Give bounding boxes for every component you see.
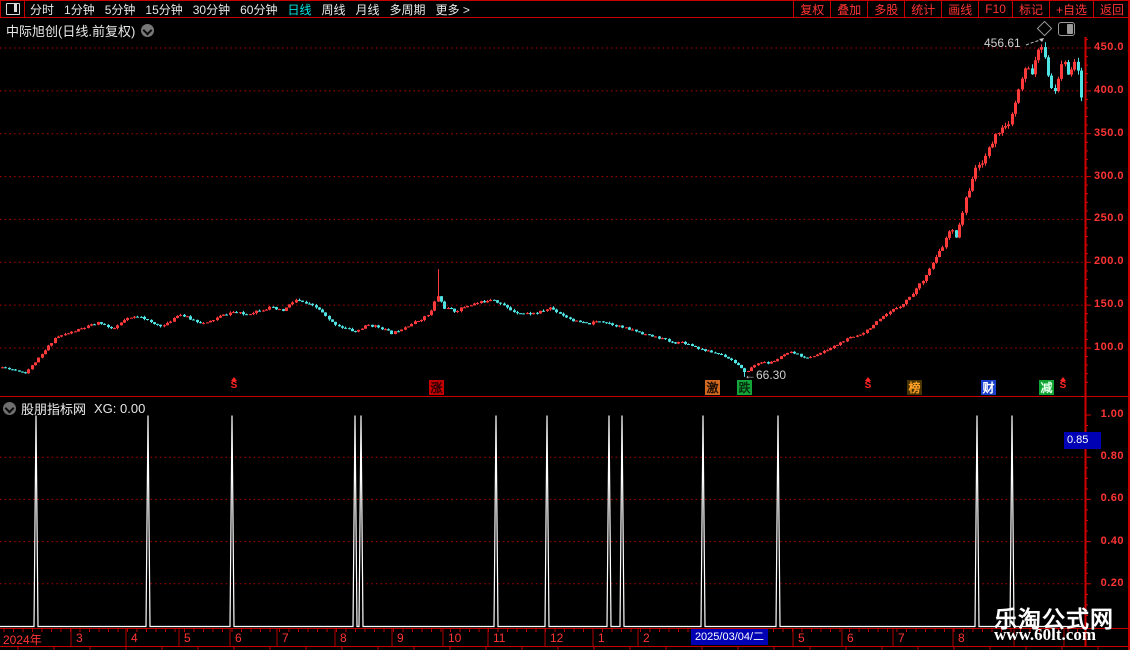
indicator-header: 股朋指标网 XG: 0.00 bbox=[3, 399, 145, 418]
timeline-month-label: 6 bbox=[235, 631, 242, 645]
watermark-site-name: 乐淘公式网 bbox=[994, 606, 1114, 632]
event-badge: 激 bbox=[705, 380, 720, 395]
split-view-icon bbox=[5, 3, 20, 15]
price-axis-label: 400.0 bbox=[1093, 83, 1124, 96]
period-button[interactable]: 周线 bbox=[321, 2, 346, 17]
price-axis-label: 450.0 bbox=[1093, 41, 1124, 53]
indicator-axis-label: 0.60 bbox=[1100, 492, 1124, 505]
period-button[interactable]: 15分钟 bbox=[145, 2, 183, 17]
timeline-month-label: 10 bbox=[448, 631, 462, 645]
price-axis-label: 200.0 bbox=[1093, 255, 1124, 268]
indicator-axis-label: 1.00 bbox=[1100, 408, 1124, 420]
chart-title-row: 中际旭创(日线.前复权) bbox=[6, 21, 155, 40]
period-button[interactable]: 60分钟 bbox=[240, 2, 278, 17]
sell-signal-marker: S bbox=[1057, 377, 1069, 391]
action-button[interactable]: F10 bbox=[978, 1, 1012, 17]
watermark-site-url: www.60lt.com bbox=[994, 625, 1096, 644]
timeline-month-label: 11 bbox=[493, 631, 506, 645]
price-axis-label: 350.0 bbox=[1093, 126, 1124, 139]
top-toolbar: 分时 1分钟 5分钟 15分钟 30分钟 60分钟 日线 周线 月线 多周期 更多 > 复权 叠加 多股… bbox=[0, 0, 1130, 18]
period-button[interactable]: 日线 bbox=[287, 2, 312, 17]
timeline-month-label: 7 bbox=[282, 631, 289, 645]
chevron-down-icon[interactable] bbox=[141, 24, 155, 37]
action-button[interactable]: 叠加 bbox=[830, 1, 867, 17]
timeline-month-label: 9 bbox=[397, 631, 404, 645]
indicator-value: XG: 0.00 bbox=[94, 401, 146, 416]
period-button[interactable]: 月线 bbox=[355, 2, 380, 17]
period-button[interactable]: 5分钟 bbox=[104, 2, 136, 17]
timeline-month-label: 7 bbox=[898, 631, 905, 645]
period-button[interactable]: 分时 bbox=[30, 2, 55, 17]
price-axis-label: 150.0 bbox=[1093, 298, 1124, 311]
triangle-up-icon bbox=[1060, 377, 1066, 381]
pane-split-icon[interactable] bbox=[1058, 22, 1075, 36]
event-badge: 减 bbox=[1039, 380, 1054, 395]
indicator-name: 股朋指标网 bbox=[21, 402, 87, 417]
timeline-month-label: 5 bbox=[798, 631, 805, 645]
triangle-up-icon bbox=[865, 377, 871, 381]
period-button[interactable]: 30分钟 bbox=[192, 2, 231, 17]
action-button[interactable]: 标记 bbox=[1011, 1, 1049, 17]
crosshair-date-box: 2025/03/04/二 bbox=[691, 629, 768, 645]
indicator-chart-region[interactable] bbox=[0, 397, 1085, 628]
signal-letter: S bbox=[1059, 380, 1067, 391]
sell-signal-marker: S bbox=[228, 377, 240, 391]
timeline-month-label: 4 bbox=[131, 631, 138, 645]
timeline-month-label: 6 bbox=[847, 631, 854, 645]
crosshair-value-box: 0.85 bbox=[1064, 432, 1101, 449]
action-button[interactable]: 画线 bbox=[941, 1, 978, 17]
timeline-month-label: 3 bbox=[76, 631, 83, 645]
action-button[interactable]: 多股 bbox=[867, 1, 904, 17]
indicator-axis-label: 0.80 bbox=[1100, 450, 1124, 463]
timeline-month-label: 5 bbox=[184, 631, 191, 645]
trough-price-annotation: ←66.30 bbox=[744, 368, 787, 382]
indicator-axis-label: 0.20 bbox=[1100, 576, 1124, 589]
signal-letter: S bbox=[230, 380, 238, 391]
event-badge: 跌 bbox=[737, 380, 752, 395]
timeline-month-label: 8 bbox=[958, 631, 965, 645]
period-button[interactable]: 更多 > bbox=[435, 2, 470, 17]
timeline-month-label: 12 bbox=[550, 631, 564, 645]
event-badge: 涨 bbox=[429, 380, 444, 395]
action-button[interactable]: 复权 bbox=[793, 1, 830, 17]
action-button[interactable]: 统计 bbox=[904, 1, 941, 17]
timeline-month-label: 8 bbox=[340, 631, 347, 645]
price-axis-label: 300.0 bbox=[1093, 169, 1124, 182]
event-badge: 榜 bbox=[907, 380, 922, 395]
action-menu: 复权 叠加 多股 统计 画线 F10 标记 +自选 返回 bbox=[793, 1, 1130, 17]
price-axis-label: 250.0 bbox=[1093, 212, 1124, 225]
layout-toggle-button[interactable] bbox=[1, 1, 25, 17]
period-menu: 分时 1分钟 5分钟 15分钟 30分钟 60分钟 日线 周线 月线 多周期 更多 > bbox=[25, 1, 475, 17]
indicator-collapse-icon[interactable] bbox=[3, 402, 16, 415]
action-button[interactable]: +自选 bbox=[1048, 1, 1093, 17]
instrument-title: 中际旭创(日线.前复权) bbox=[6, 24, 136, 39]
right-frame-border bbox=[1128, 0, 1130, 650]
timeline-month-label: 1 bbox=[598, 631, 605, 645]
triangle-up-icon bbox=[231, 377, 237, 381]
action-button[interactable]: 返回 bbox=[1092, 1, 1130, 17]
timeline-month-label: 2024年 bbox=[3, 633, 42, 647]
timeline-month-label: 2 bbox=[643, 631, 650, 645]
period-button[interactable]: 1分钟 bbox=[64, 2, 95, 17]
main-chart-region[interactable] bbox=[0, 37, 1085, 396]
sell-signal-marker: S bbox=[862, 377, 874, 391]
indicator-axis-label: 0.40 bbox=[1100, 534, 1124, 547]
signal-letter: S bbox=[864, 380, 872, 391]
period-button[interactable]: 多周期 bbox=[389, 2, 426, 17]
price-axis-label: 100.0 bbox=[1093, 341, 1124, 353]
event-badge: 财 bbox=[981, 380, 996, 395]
peak-price-annotation: 456.61 bbox=[984, 36, 1021, 50]
